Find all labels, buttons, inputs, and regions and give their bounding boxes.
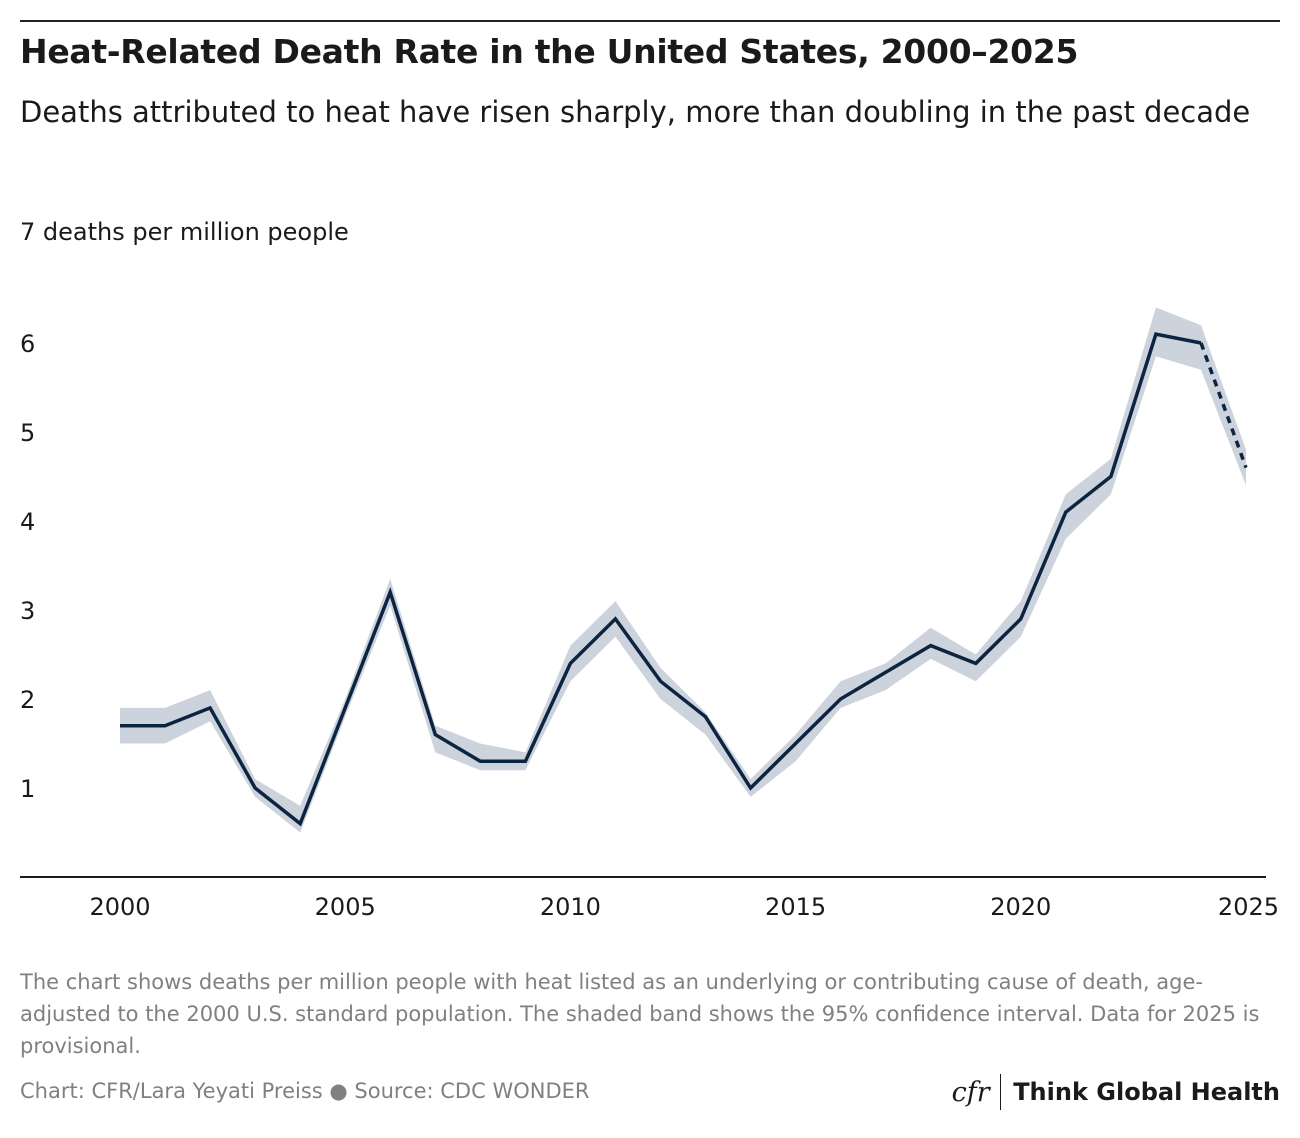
y-tick-label: 3 xyxy=(20,597,35,625)
line-chart: 1 2 3 4 5 6 2000 2005 2010 2015 2020 2025 xyxy=(20,307,1279,921)
y-tick-label: 5 xyxy=(20,419,35,447)
think-global-health-logo: cfr Think Global Health xyxy=(952,1074,1280,1110)
x-tick-label: 2000 xyxy=(89,893,150,921)
top-rule xyxy=(20,20,1280,22)
x-tick-label: 2005 xyxy=(315,893,376,921)
chart-credit: Chart: CFR/Lara Yeyati Preiss ● Source: … xyxy=(20,1079,590,1103)
x-tick-label: 2020 xyxy=(990,893,1051,921)
chart-footnote: The chart shows deaths per million peopl… xyxy=(20,970,1260,1058)
x-tick-label: 2025 xyxy=(1218,893,1279,921)
series-line-provisional xyxy=(1199,342,1248,469)
x-tick-label: 2015 xyxy=(765,893,826,921)
y-tick-label: 2 xyxy=(20,686,35,714)
y-axis-unit-label: 7 deaths per million people xyxy=(20,218,349,246)
chart-title: Heat-Related Death Rate in the United St… xyxy=(20,32,1079,71)
x-tick-label: 2010 xyxy=(540,893,601,921)
series-line xyxy=(120,332,1202,827)
cfr-logo-mark: cfr xyxy=(951,1076,990,1108)
logo-text: Think Global Health xyxy=(1013,1078,1280,1106)
y-tick-label: 1 xyxy=(20,775,35,803)
y-tick-label: 6 xyxy=(20,330,35,358)
confidence-band xyxy=(120,307,1246,833)
logo-divider xyxy=(999,1074,1002,1110)
chart-subtitle: Deaths attributed to heat have risen sha… xyxy=(20,95,1251,129)
y-tick-label: 4 xyxy=(20,508,35,536)
